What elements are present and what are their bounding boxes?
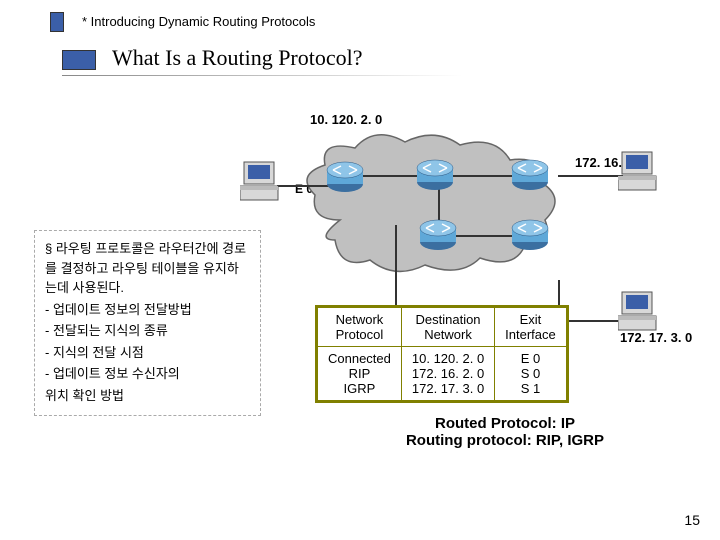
wire-right-top xyxy=(558,175,623,177)
wire-left xyxy=(277,185,332,187)
desc-item-2: - 지식의 전달 시점 xyxy=(45,343,250,363)
computer-left xyxy=(240,160,282,204)
table-header-0: Network Protocol xyxy=(318,308,402,347)
page-number: 15 xyxy=(684,512,700,528)
desc-item-1: - 전달되는 지식의 종류 xyxy=(45,321,250,341)
network-cloud xyxy=(300,130,560,280)
router-5 xyxy=(510,218,550,257)
router-3 xyxy=(510,158,550,197)
footer-line-1: Routed Protocol: IP xyxy=(370,415,640,432)
description-box: § 라우팅 프로토콜은 라우터간에 경로를 결정하고 라우팅 테이블을 유지하는… xyxy=(34,230,261,416)
table-cell-0-0: Connected RIP IGRP xyxy=(318,347,402,401)
computer-right-bottom xyxy=(618,290,660,334)
table-header-2: Exit Interface xyxy=(495,308,567,347)
router-4 xyxy=(418,218,458,257)
router-2 xyxy=(415,158,455,197)
desc-item-0: - 업데이트 정보의 전달방법 xyxy=(45,300,250,320)
intro-text: * Introducing Dynamic Routing Protocols xyxy=(82,14,315,29)
net-label-top: 10. 120. 2. 0 xyxy=(310,112,382,127)
protocol-footer: Routed Protocol: IP Routing protocol: RI… xyxy=(370,415,640,449)
page-title: What Is a Routing Protocol? xyxy=(112,45,363,71)
routing-table: Network Protocol Destination Network Exi… xyxy=(315,305,569,403)
table-cell-0-2: E 0 S 0 S 1 xyxy=(495,347,567,401)
desc-item-4: 위치 확인 방법 xyxy=(45,386,250,406)
header-accent xyxy=(50,12,64,32)
title-accent xyxy=(62,50,96,70)
router-1 xyxy=(325,160,365,199)
desc-main: § 라우팅 프로토콜은 라우터간에 경로를 결정하고 라우팅 테이블을 유지하는… xyxy=(45,239,250,298)
footer-line-2: Routing protocol: RIP, IGRP xyxy=(370,432,640,449)
table-header-1: Destination Network xyxy=(401,308,494,347)
title-underline xyxy=(62,75,462,76)
computer-right-top xyxy=(618,150,660,194)
wire-to-table xyxy=(395,225,397,305)
desc-item-3: - 업데이트 정보 수신자의 xyxy=(45,364,250,384)
table-cell-0-1: 10. 120. 2. 0 172. 16. 2. 0 172. 17. 3. … xyxy=(401,347,494,401)
